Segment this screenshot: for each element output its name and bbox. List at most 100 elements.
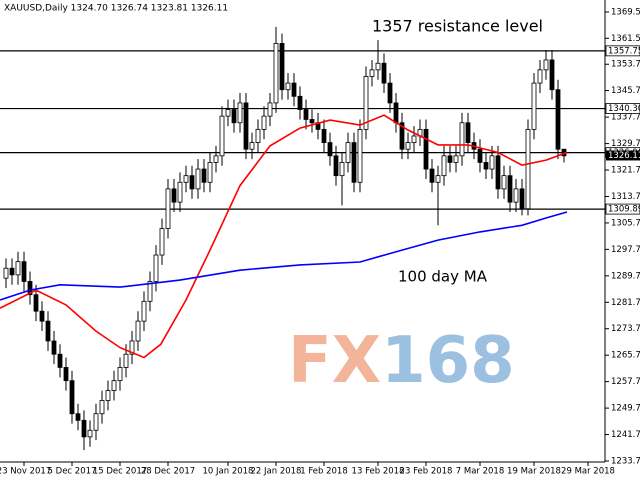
candle-body	[501, 175, 507, 190]
candle-body	[249, 142, 255, 150]
y-tick-label: 1281.70	[611, 298, 640, 308]
candle-body	[87, 429, 93, 438]
x-tick-label: 23 Feb 2018	[400, 467, 453, 477]
x-tick-label: 15 Dec 2017	[93, 467, 147, 477]
candle-body	[171, 188, 177, 203]
candle-body	[447, 155, 453, 163]
candle-body	[555, 89, 561, 150]
candle-body	[111, 380, 117, 391]
watermark-num: 168	[381, 324, 515, 398]
candle-body	[33, 294, 39, 312]
candle-body	[99, 400, 105, 415]
candle-body	[291, 82, 297, 97]
candle-body	[483, 162, 489, 170]
candle-body	[279, 43, 285, 91]
candle-body	[273, 43, 279, 104]
ma-annotation: 100 day MA	[398, 268, 488, 286]
x-tick-label: 1 Feb 2018	[300, 467, 348, 477]
y-tick-label: 1329.70	[611, 139, 640, 149]
candle-body	[159, 228, 165, 256]
candle-body	[135, 320, 141, 342]
last-price-label: 1326.11	[608, 151, 640, 161]
candle-body	[225, 109, 231, 117]
candle-body	[369, 69, 375, 77]
candle-body	[537, 69, 543, 84]
candle-body	[9, 267, 15, 276]
resistance-annotation: 1357 resistance level	[372, 17, 543, 36]
candle-body	[453, 155, 459, 163]
candle-body	[261, 115, 267, 130]
y-tick-label: 1273.70	[611, 324, 640, 334]
y-tick-label: 1233.70	[611, 457, 640, 467]
candle-body	[15, 261, 21, 276]
y-tick-label: 1297.70	[611, 245, 640, 255]
candle-body	[441, 155, 447, 177]
candle-body	[309, 119, 315, 124]
candle-body	[183, 175, 189, 183]
candle-body	[429, 168, 435, 183]
candle-body	[411, 135, 417, 144]
candle-body	[195, 168, 201, 190]
candle-body	[177, 181, 183, 203]
chart-header: XAUUSD,Daily 1324.70 1326.74 1323.81 132…	[4, 4, 228, 14]
candle-body	[165, 188, 171, 229]
watermark-text: FX168	[288, 324, 515, 398]
level-label: 1309.89	[608, 205, 640, 215]
candle-body	[387, 82, 393, 104]
candle-body	[465, 122, 471, 144]
candle-body	[531, 82, 537, 130]
candle-body	[435, 175, 441, 183]
candle-body	[57, 353, 63, 368]
candle-body	[243, 102, 249, 150]
x-tick-label: 29 Mar 2018	[561, 467, 615, 477]
watermark: FX168	[288, 324, 515, 398]
level-label: 1357.75	[608, 46, 640, 56]
y-tick-label: 1321.70	[611, 166, 640, 176]
candle-body	[69, 380, 75, 415]
x-tick-label: 19 Mar 2018	[507, 467, 561, 477]
candle-body	[105, 390, 111, 401]
y-tick-label: 1313.70	[611, 192, 640, 202]
y-tick-label: 1265.70	[611, 351, 640, 361]
x-tick-label: 13 Feb 2018	[352, 467, 405, 477]
candle-body	[477, 148, 483, 163]
candle-body	[75, 413, 81, 421]
candle-body	[339, 162, 345, 177]
candle-body	[219, 115, 225, 157]
level-box	[605, 203, 640, 215]
candle-body	[189, 175, 195, 190]
y-tick-label: 1249.70	[611, 404, 640, 414]
level-box	[605, 45, 640, 57]
x-tick-label: 23 Nov 2017	[0, 467, 51, 477]
candle-body	[405, 142, 411, 150]
candle-body	[393, 102, 399, 124]
candle-body	[375, 62, 381, 71]
y-tick-label: 1305.70	[611, 218, 640, 228]
candle-body	[321, 128, 327, 144]
x-tick-label: 10 Jan 2018	[203, 467, 254, 477]
candle-body	[363, 76, 369, 130]
watermark-fx: FX	[288, 324, 381, 398]
candle-body	[513, 188, 519, 203]
candle-body	[39, 310, 45, 322]
candle-body	[381, 62, 387, 84]
candle-body	[357, 128, 363, 183]
x-tick-label: 22 Jan 2018	[251, 467, 302, 477]
candle-body	[333, 155, 339, 177]
candle-body	[141, 300, 147, 322]
candle-body	[153, 254, 159, 282]
candle-body	[255, 128, 261, 144]
candle-body	[21, 261, 27, 282]
candle-body	[213, 155, 219, 163]
x-tick-label: 28 Dec 2017	[141, 467, 195, 477]
candle-body	[93, 413, 99, 431]
candle-body	[525, 128, 531, 210]
candle-body	[459, 122, 465, 157]
candle-body	[489, 155, 495, 170]
level-label: 1340.30	[608, 104, 640, 114]
level-box	[605, 103, 640, 114]
last-price-box	[606, 150, 640, 161]
candle-body	[27, 281, 33, 296]
